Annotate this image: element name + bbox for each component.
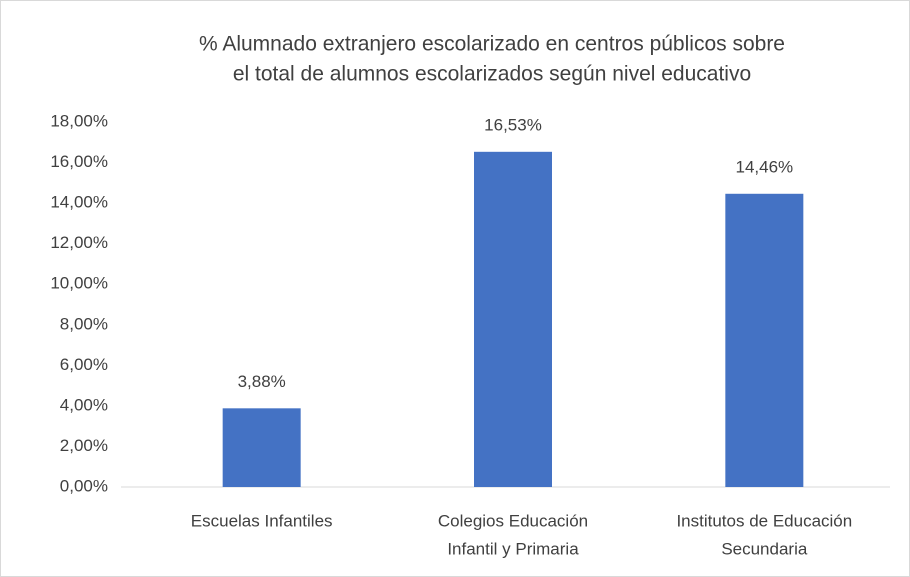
y-tick-label: 18,00% [50,111,108,130]
data-label: 14,46% [735,157,793,176]
bar [725,193,804,488]
x-tick-label: Colegios Educación [438,511,588,530]
x-tick-label: Secundaria [721,539,808,558]
y-tick-label: 2,00% [60,436,108,455]
x-tick-label: Institutos de Educación [676,511,852,530]
y-tick-label: 8,00% [60,314,108,333]
y-tick-label: 10,00% [50,274,108,293]
bar [474,151,552,487]
chart-title: % Alumnado extranjero escolarizado en ce… [199,33,785,56]
chart-title: el total de alumnos escolarizados según … [233,63,751,86]
x-tick-label: Infantil y Primaria [447,539,579,558]
y-tick-label: 12,00% [50,233,108,252]
y-tick-label: 4,00% [60,395,108,414]
bar [222,408,301,487]
x-tick-label: Escuelas Infantiles [191,511,333,530]
y-tick-label: 16,00% [50,152,108,171]
data-label: 3,88% [238,372,286,391]
data-label: 16,53% [484,115,542,134]
y-tick-label: 0,00% [60,476,108,495]
y-tick-label: 14,00% [50,193,108,212]
y-tick-label: 6,00% [60,355,108,374]
